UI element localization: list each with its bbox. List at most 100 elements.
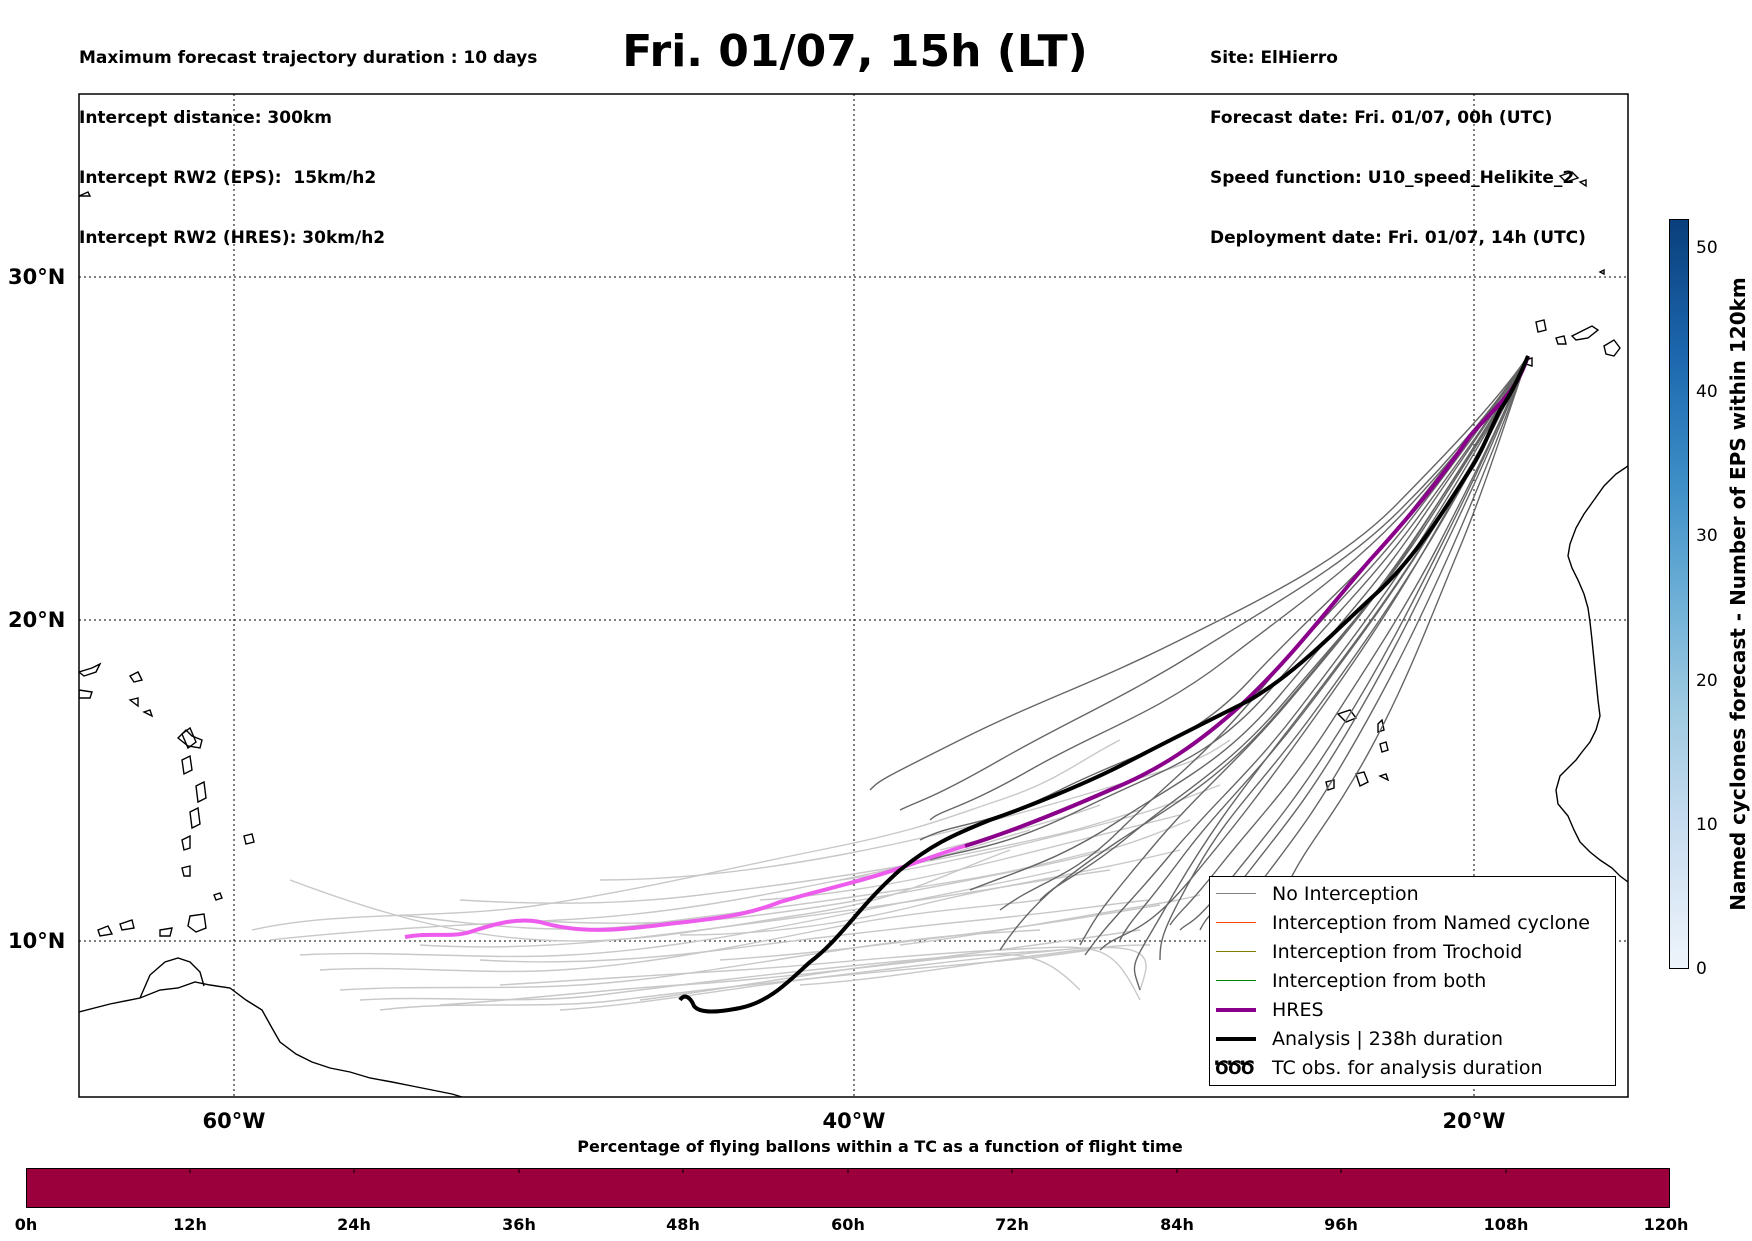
colorbar-tick-label: 108h	[1483, 1215, 1529, 1234]
legend-item: Analysis | 238h duration	[1210, 1026, 1615, 1052]
colorbar-tick-label: 0	[1696, 959, 1707, 979]
coast-trinidad	[187, 913, 207, 933]
coast-guadeloupe	[176, 729, 203, 749]
coast-small-isl-2	[142, 709, 154, 718]
eps-trajectory	[1084, 355, 1529, 956]
lat-label-30n: 30°N	[8, 265, 65, 289]
coast-curacao	[119, 919, 135, 931]
eps-trajectory	[999, 355, 1529, 951]
eps-trajectory	[899, 894, 1201, 946]
colorbar-tick-label: 96h	[1324, 1215, 1358, 1234]
legend-swatch	[1216, 980, 1256, 981]
coast-margarita	[159, 927, 173, 937]
coast-small-isl-1	[128, 697, 139, 708]
eps-trajectory	[1039, 355, 1529, 901]
legend-item: ԾԾԾ TC obs. for analysis duration	[1210, 1055, 1615, 1081]
coast-lesser-antilles-6	[181, 865, 191, 877]
colorbar-tick-label: 60h	[831, 1215, 865, 1234]
eps-count-colorbar	[1669, 219, 1689, 969]
legend-label: No Interception	[1272, 883, 1419, 905]
info-line: Maximum forecast trajectory duration : 1…	[79, 48, 538, 68]
coast-cape-verde-1	[1336, 709, 1358, 723]
info-line: Intercept distance: 300km	[79, 108, 332, 128]
colorbar-tick-label: 10	[1696, 815, 1718, 835]
cyclone-symbol-icon: ԾԾԾ	[1214, 1057, 1255, 1079]
colorbar-tick-label: 30	[1696, 526, 1718, 546]
forecast-settings-text: Maximum forecast trajectory duration : 1…	[79, 8, 537, 268]
legend-item: Interception from Trochoid	[1210, 939, 1615, 965]
legend-item: Interception from both	[1210, 968, 1615, 994]
eps-trajectory	[799, 944, 1151, 986]
coast-canaries-1	[1535, 319, 1547, 333]
eps-trajectory	[759, 814, 1181, 901]
legend-swatch	[1216, 1008, 1256, 1012]
trajectories	[251, 355, 1530, 1014]
legend-label: HRES	[1272, 999, 1324, 1021]
eps-trajectory	[459, 809, 1141, 904]
coast-barbados	[243, 833, 255, 845]
eps-trajectory	[969, 355, 1529, 891]
eps-trajectory	[929, 355, 1529, 861]
colorbar-tick-label: 0h	[14, 1215, 38, 1234]
coast-azores-2	[1578, 179, 1587, 188]
lat-label-10n: 10°N	[8, 929, 65, 953]
info-line: Deployment date: Fri. 01/07, 14h (UTC)	[1210, 228, 1586, 248]
eps-trajectory	[939, 804, 1101, 851]
eps-trajectory	[679, 849, 1181, 936]
coast-madeira	[1598, 268, 1605, 276]
info-line: Forecast date: Fri. 01/07, 00h (UTC)	[1210, 108, 1553, 128]
analysis-trajectory	[678, 355, 1530, 1014]
eps-trajectory	[299, 869, 1061, 958]
colorbar-tick-label: 12h	[173, 1215, 207, 1234]
coast-cape-verde-3	[1379, 741, 1389, 753]
legend-swatch	[1216, 922, 1256, 923]
coast-virgin-isl	[79, 662, 102, 677]
eps-trajectory	[1219, 355, 1529, 941]
colorbar-tick-label: 20	[1696, 671, 1718, 691]
site-info-text: Site: ElHierro Forecast date: Fri. 01/07…	[1210, 8, 1586, 268]
eps-trajectory	[999, 355, 1529, 911]
legend-label: TC obs. for analysis duration	[1272, 1057, 1543, 1079]
map-legend: No Interception Interception from Named …	[1209, 876, 1616, 1086]
eps-trajectory	[1079, 355, 1529, 946]
legend-swatch	[1216, 951, 1256, 952]
eps-trajectory	[869, 355, 1529, 791]
eps-trajectory	[899, 355, 1529, 811]
map-frame	[78, 93, 1629, 1098]
coast-aruba	[97, 925, 114, 937]
page-title: Fri. 01/07, 15h (LT)	[622, 26, 1088, 77]
colorbar-tick-label: 48h	[666, 1215, 700, 1234]
colorbar-tick-label: 84h	[1160, 1215, 1194, 1234]
lon-label-20w: 20°W	[1443, 1109, 1506, 1133]
coast-lesser-antilles-4	[189, 806, 201, 830]
colorbar-tick-label: 120h	[1643, 1215, 1689, 1234]
hres-trajectory-early	[404, 844, 966, 939]
coast-venezuela-inlet	[139, 957, 205, 999]
info-line: Intercept RW2 (EPS): 15km/h2	[79, 168, 377, 188]
eps-trajectory	[599, 739, 1231, 881]
info-line: Speed function: U10_speed_Helikite_2	[1210, 168, 1575, 188]
legend-label: Analysis | 238h duration	[1272, 1028, 1504, 1050]
coast-canaries-4	[1603, 339, 1621, 357]
coast-antigua	[128, 671, 144, 683]
eps-trajectory	[929, 355, 1529, 821]
eps-trajectories-light	[251, 739, 1231, 1011]
info-line: Intercept RW2 (HRES): 30km/h2	[79, 228, 386, 248]
eps-trajectory	[719, 904, 1161, 961]
info-line: Site: ElHierro	[1210, 48, 1338, 68]
coast-cape-verde-2	[1377, 718, 1385, 733]
eps-trajectory	[251, 739, 1121, 931]
coast-puerto-rico-tip	[79, 689, 93, 699]
coast-small-isl-3	[79, 191, 92, 197]
coast-canaries-2	[1555, 335, 1567, 345]
eps-trajectory	[319, 899, 1041, 973]
coast-lesser-antilles-1	[181, 726, 197, 750]
colorbar-tick-label: 40	[1696, 382, 1718, 402]
eps-trajectory	[639, 929, 1141, 1001]
legend-label: Interception from both	[1272, 970, 1487, 992]
coast-west-africa	[1555, 465, 1628, 883]
colorbar-tick-label: 36h	[502, 1215, 536, 1234]
coast-lesser-antilles-3	[195, 780, 207, 804]
coast-cape-verde-5	[1355, 771, 1369, 787]
